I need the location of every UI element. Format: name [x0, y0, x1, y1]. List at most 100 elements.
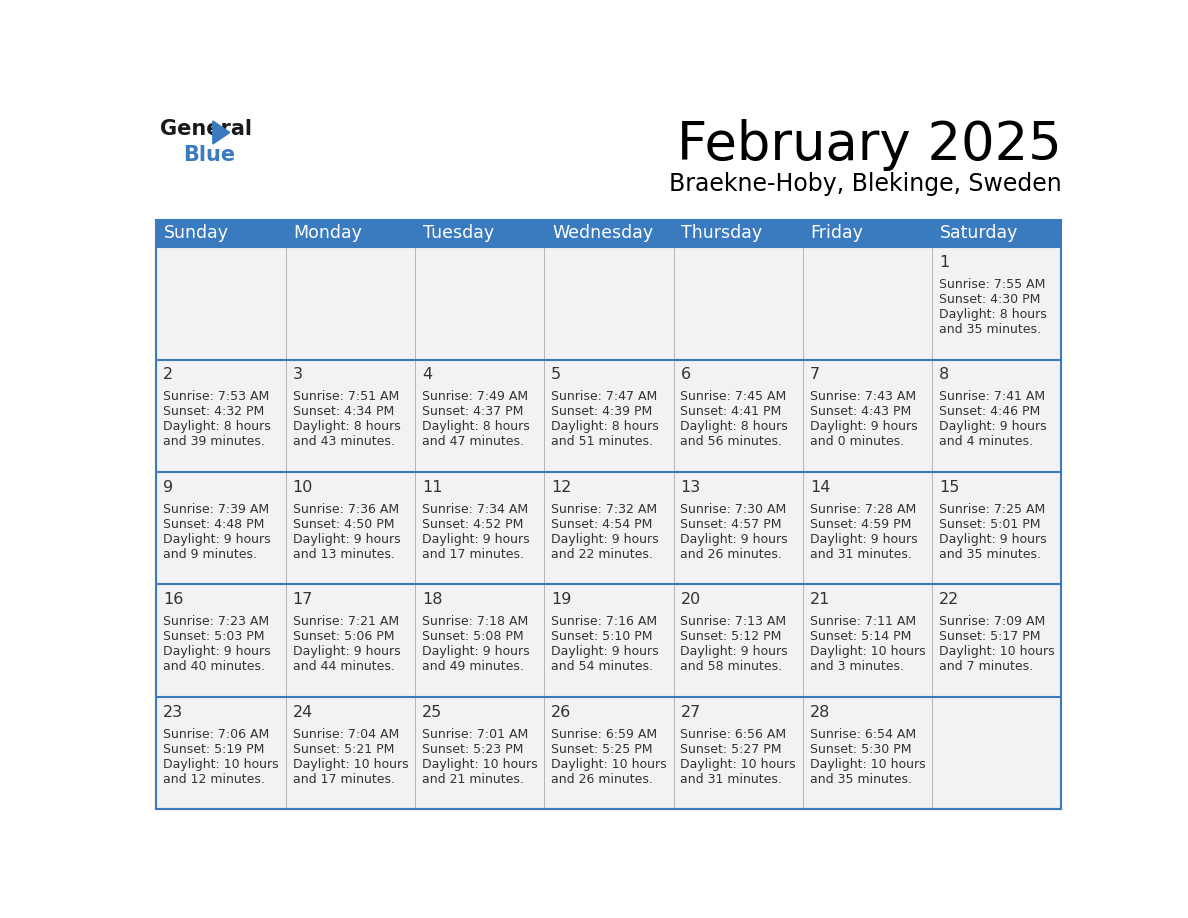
Text: Sunset: 5:03 PM: Sunset: 5:03 PM [163, 631, 265, 644]
Text: Daylight: 8 hours: Daylight: 8 hours [163, 420, 271, 433]
Text: and 17 minutes.: and 17 minutes. [292, 773, 394, 786]
Text: Sunset: 5:25 PM: Sunset: 5:25 PM [551, 743, 652, 756]
Text: and 31 minutes.: and 31 minutes. [681, 773, 783, 786]
Text: Daylight: 9 hours: Daylight: 9 hours [163, 645, 271, 658]
Text: Daylight: 10 hours: Daylight: 10 hours [551, 757, 666, 771]
Text: Daylight: 10 hours: Daylight: 10 hours [810, 757, 925, 771]
Text: Daylight: 8 hours: Daylight: 8 hours [422, 420, 530, 433]
Text: Daylight: 9 hours: Daylight: 9 hours [422, 532, 530, 546]
Text: Sunrise: 7:21 AM: Sunrise: 7:21 AM [292, 615, 399, 628]
Text: and 22 minutes.: and 22 minutes. [551, 548, 653, 561]
Bar [674, 472, 803, 585]
Text: and 0 minutes.: and 0 minutes. [810, 435, 904, 449]
Text: and 51 minutes.: and 51 minutes. [551, 435, 653, 449]
Text: 26: 26 [551, 705, 571, 720]
Text: Daylight: 10 hours: Daylight: 10 hours [292, 757, 409, 771]
Bar [803, 472, 933, 585]
Text: Sunrise: 7:18 AM: Sunrise: 7:18 AM [422, 615, 529, 628]
Bar [544, 472, 674, 585]
Text: Daylight: 10 hours: Daylight: 10 hours [810, 645, 925, 658]
Text: Saturday: Saturday [940, 224, 1018, 242]
Text: Daylight: 9 hours: Daylight: 9 hours [422, 645, 530, 658]
Text: Sunset: 5:17 PM: Sunset: 5:17 PM [939, 631, 1041, 644]
Bar [674, 360, 803, 472]
Text: Sunset: 5:19 PM: Sunset: 5:19 PM [163, 743, 265, 756]
Bar [544, 247, 674, 360]
Text: Sunset: 4:34 PM: Sunset: 4:34 PM [292, 406, 393, 419]
Text: Sunset: 5:23 PM: Sunset: 5:23 PM [422, 743, 523, 756]
Bar [544, 585, 674, 697]
Bar [157, 472, 285, 585]
Text: Sunrise: 7:28 AM: Sunrise: 7:28 AM [810, 503, 916, 516]
Text: 27: 27 [681, 705, 701, 720]
Bar [285, 247, 415, 360]
Bar [674, 697, 803, 810]
Text: and 35 minutes.: and 35 minutes. [939, 323, 1041, 336]
Bar [157, 360, 285, 472]
Text: and 39 minutes.: and 39 minutes. [163, 435, 265, 449]
Text: and 54 minutes.: and 54 minutes. [551, 660, 653, 673]
Text: Daylight: 9 hours: Daylight: 9 hours [163, 532, 271, 546]
Text: 9: 9 [163, 480, 173, 495]
Bar [933, 360, 1061, 472]
Text: Sunrise: 7:25 AM: Sunrise: 7:25 AM [939, 503, 1045, 516]
Text: 11: 11 [422, 480, 442, 495]
Text: Sunset: 5:10 PM: Sunset: 5:10 PM [551, 631, 652, 644]
Text: Daylight: 10 hours: Daylight: 10 hours [422, 757, 537, 771]
Text: 18: 18 [422, 592, 442, 607]
Text: Sunset: 4:46 PM: Sunset: 4:46 PM [939, 406, 1041, 419]
Text: Sunrise: 7:32 AM: Sunrise: 7:32 AM [551, 503, 657, 516]
Text: Sunrise: 7:36 AM: Sunrise: 7:36 AM [292, 503, 399, 516]
Bar [544, 360, 674, 472]
Bar [285, 360, 415, 472]
Bar [803, 585, 933, 697]
Text: General: General [160, 119, 252, 140]
Text: Sunrise: 7:16 AM: Sunrise: 7:16 AM [551, 615, 657, 628]
Text: Wednesday: Wednesday [552, 224, 653, 242]
Text: and 9 minutes.: and 9 minutes. [163, 548, 258, 561]
Text: Sunrise: 7:30 AM: Sunrise: 7:30 AM [681, 503, 786, 516]
Text: and 31 minutes.: and 31 minutes. [810, 548, 911, 561]
Text: Daylight: 10 hours: Daylight: 10 hours [163, 757, 279, 771]
Text: Sunset: 4:30 PM: Sunset: 4:30 PM [939, 293, 1041, 306]
Bar [933, 472, 1061, 585]
Text: Sunrise: 6:56 AM: Sunrise: 6:56 AM [681, 728, 786, 741]
Text: Sunset: 4:39 PM: Sunset: 4:39 PM [551, 406, 652, 419]
Text: and 35 minutes.: and 35 minutes. [810, 773, 912, 786]
Text: and 56 minutes.: and 56 minutes. [681, 435, 783, 449]
Bar [674, 219, 803, 247]
Bar [933, 697, 1061, 810]
Bar [285, 472, 415, 585]
Text: Sunset: 4:54 PM: Sunset: 4:54 PM [551, 518, 652, 531]
Text: Sunset: 5:14 PM: Sunset: 5:14 PM [810, 631, 911, 644]
Text: 24: 24 [292, 705, 312, 720]
Text: Daylight: 9 hours: Daylight: 9 hours [681, 645, 788, 658]
Text: and 49 minutes.: and 49 minutes. [422, 660, 524, 673]
Text: and 17 minutes.: and 17 minutes. [422, 548, 524, 561]
Text: 1: 1 [939, 255, 949, 270]
Bar [285, 697, 415, 810]
Text: 3: 3 [292, 367, 303, 382]
Text: Sunset: 4:32 PM: Sunset: 4:32 PM [163, 406, 265, 419]
Text: Daylight: 9 hours: Daylight: 9 hours [681, 532, 788, 546]
Text: Sunrise: 7:04 AM: Sunrise: 7:04 AM [292, 728, 399, 741]
Text: 6: 6 [681, 367, 690, 382]
Text: Sunset: 5:27 PM: Sunset: 5:27 PM [681, 743, 782, 756]
Text: Sunrise: 7:43 AM: Sunrise: 7:43 AM [810, 390, 916, 403]
Text: and 7 minutes.: and 7 minutes. [939, 660, 1034, 673]
Polygon shape [213, 121, 229, 144]
Text: 20: 20 [681, 592, 701, 607]
Text: Daylight: 9 hours: Daylight: 9 hours [939, 532, 1047, 546]
Bar [933, 585, 1061, 697]
Text: Sunset: 4:59 PM: Sunset: 4:59 PM [810, 518, 911, 531]
Text: Sunrise: 7:55 AM: Sunrise: 7:55 AM [939, 278, 1045, 291]
Text: Sunrise: 7:34 AM: Sunrise: 7:34 AM [422, 503, 527, 516]
Text: Daylight: 9 hours: Daylight: 9 hours [292, 645, 400, 658]
Text: Daylight: 10 hours: Daylight: 10 hours [939, 645, 1055, 658]
Text: 14: 14 [810, 480, 830, 495]
Text: 2: 2 [163, 367, 173, 382]
Bar [544, 219, 674, 247]
Text: and 47 minutes.: and 47 minutes. [422, 435, 524, 449]
Bar [157, 585, 285, 697]
Text: 28: 28 [810, 705, 830, 720]
